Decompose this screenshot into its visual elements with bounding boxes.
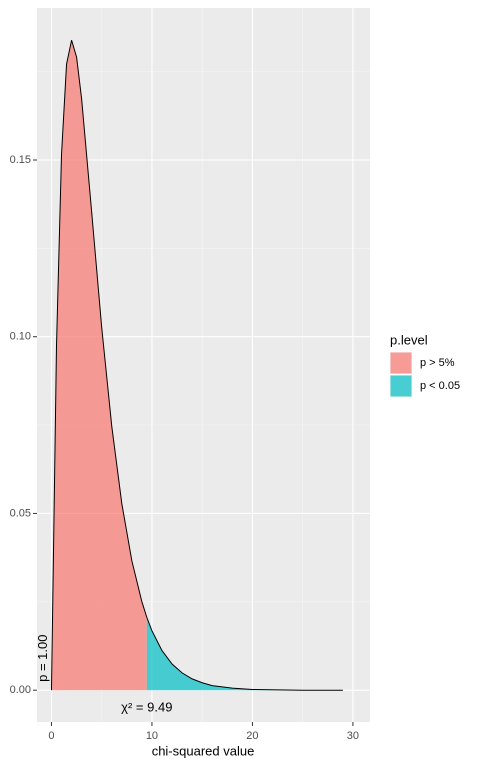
x-tick-label: 20 (246, 730, 258, 742)
x-tick-label: 30 (347, 730, 359, 742)
y-tick-label: 0.15 (10, 154, 31, 166)
area (146, 617, 343, 691)
x-tick-label: 0 (48, 730, 54, 742)
annotation: p = 1.00 (35, 635, 50, 682)
legend-swatch (390, 375, 412, 397)
density-line (146, 617, 343, 691)
legend-label: p > 5% (420, 357, 455, 369)
y-tick-label: 0.10 (10, 331, 31, 343)
legend-label: p < 0.05 (420, 380, 460, 392)
major-grid (37, 8, 370, 722)
data-layer (50, 40, 343, 691)
x-axis-title: chi-squared value (152, 743, 255, 758)
density-line (50, 40, 148, 691)
x-tick-label: 10 (146, 730, 158, 742)
area (51, 40, 147, 691)
legend-title: p.level (390, 332, 428, 347)
annotation: χ² = 9.49 (121, 700, 172, 715)
y-tick-label: 0.05 (10, 507, 31, 519)
y-tick-label: 0.00 (10, 684, 31, 696)
legend-swatch (390, 352, 412, 374)
